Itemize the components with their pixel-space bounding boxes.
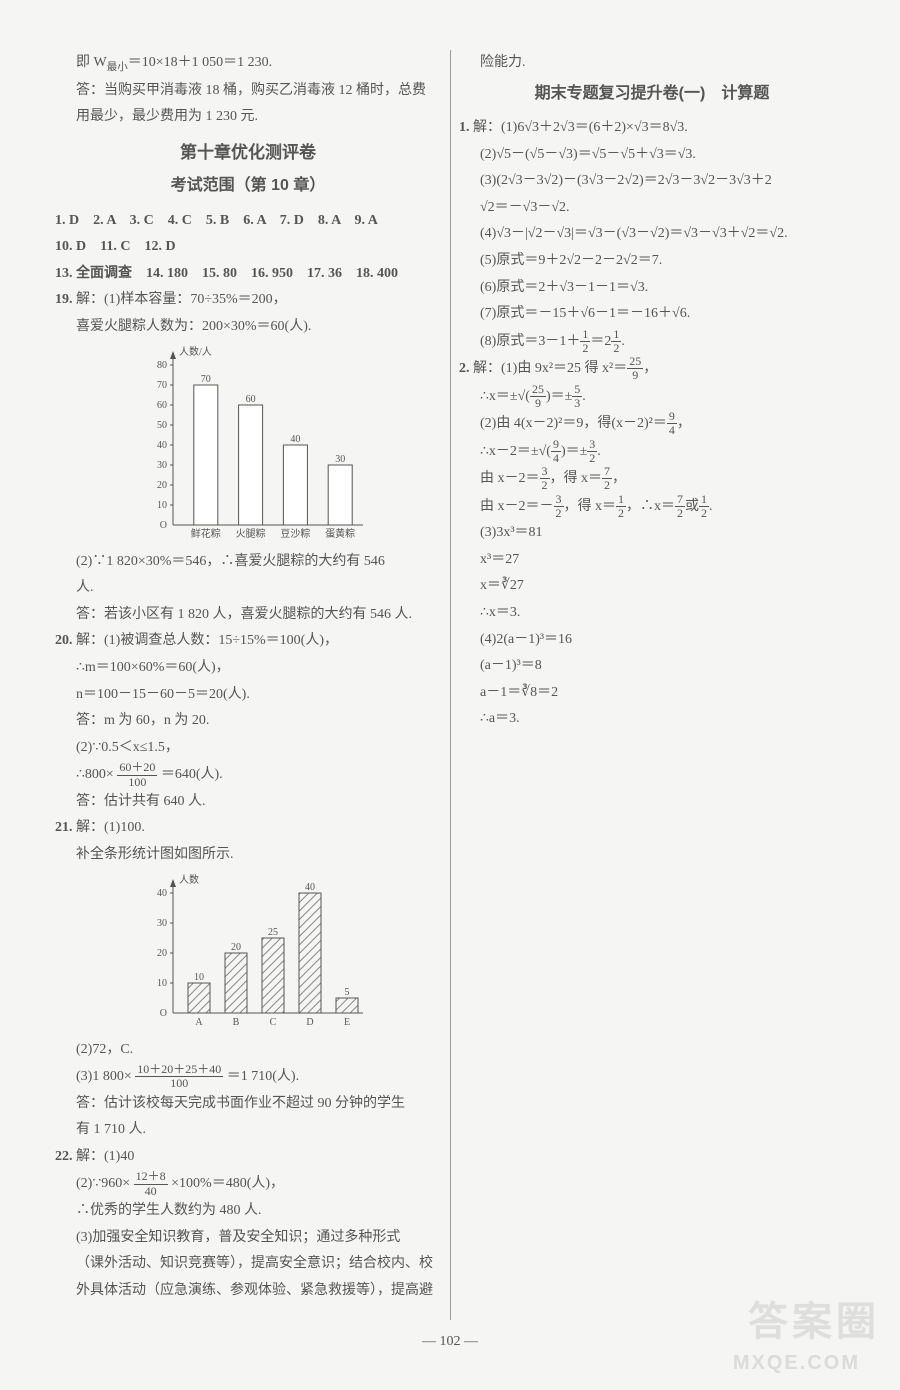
svg-text:鲜花粽: 鲜花粽 xyxy=(191,527,221,540)
q21-cont: 有 1 710 人. xyxy=(55,1117,441,1144)
svg-text:C: C xyxy=(270,1017,277,1028)
text-line: 用最少，最少费用为 1 230 元. xyxy=(55,104,441,131)
svg-text:蛋黄粽: 蛋黄粽 xyxy=(325,527,355,540)
q21-line: (2)72，C. xyxy=(55,1037,441,1064)
svg-text:人数/人: 人数/人 xyxy=(179,345,212,358)
q19-line: (2)∵1 820×30%＝546，∴喜爱火腿粽的大约有 546 xyxy=(55,549,441,576)
q19-line: 答：若该小区有 1 820 人，喜爱火腿粽的大约有 546 人. xyxy=(55,602,441,629)
scope-title: 考试范围（第 10 章） xyxy=(55,171,441,201)
r-q2-line: ∴x＝3. xyxy=(459,600,845,627)
svg-text:豆沙粽: 豆沙粽 xyxy=(280,527,310,540)
r-q2-head: 2. 解：(1)由 9x²＝25 得 x²＝259， xyxy=(459,355,845,383)
q21-line: (3)1 800× 10＋20＋25＋40100 ＝1 710(人). xyxy=(55,1063,441,1091)
r-q1-line: (2)√5－(√5－√3)＝√5－√5＋√3＝√3. xyxy=(459,142,845,169)
r-q1-line: (7)原式＝－15＋√6－1＝－16＋√6. xyxy=(459,301,845,328)
q21-head: 21. 解：(1)100. xyxy=(55,815,441,842)
r-q2-line: x＝∛27 xyxy=(459,573,845,600)
svg-text:40: 40 xyxy=(157,440,167,451)
svg-text:20: 20 xyxy=(231,942,241,953)
svg-text:E: E xyxy=(344,1017,350,1028)
svg-text:10: 10 xyxy=(157,500,167,511)
r-q1-line: (8)原式＝3－1＋12＝212. xyxy=(459,328,845,356)
q19-line: 喜爱火腿粽人数为：200×30%＝60(人). xyxy=(55,314,441,341)
svg-text:25: 25 xyxy=(268,927,278,938)
r-q1-line: (5)原式＝9＋2√2－2－2√2＝7. xyxy=(459,248,845,275)
r-q2-line: 由 x－2＝－32，得 x＝12，∴x＝72或12. xyxy=(459,493,845,521)
q22-line: 险能力. xyxy=(459,50,845,77)
watermark-url: MXQE.COM xyxy=(733,1344,860,1382)
q20-line: n＝100－15－60－5＝20(人). xyxy=(55,682,441,709)
svg-text:40: 40 xyxy=(290,434,300,445)
page-content: 即 W最小＝10×18＋1 050＝1 230. 答：当购买甲消毒液 18 桶，… xyxy=(55,50,845,1320)
r-q2-line: (a－1)³＝8 xyxy=(459,653,845,680)
svg-text:50: 50 xyxy=(157,420,167,431)
svg-text:60: 60 xyxy=(246,394,256,405)
r-q1-head: 1. 解：(1)6√3＋2√3＝(6＋2)×√3＝8√3. xyxy=(459,115,845,142)
r-q2-line: ∴a＝3. xyxy=(459,706,845,733)
q20-line: 答：估计共有 640 人. xyxy=(55,789,441,816)
svg-text:D: D xyxy=(306,1017,313,1028)
q20-line: (2)∵0.5＜x≤1.5， xyxy=(55,735,441,762)
chapter-title: 第十章优化测评卷 xyxy=(55,137,441,169)
r-q2-line: (3)3x³＝81 xyxy=(459,520,845,547)
svg-text:20: 20 xyxy=(157,948,167,959)
review-title: 期末专题复习提升卷(一) 计算题 xyxy=(459,79,845,109)
r-q2-line: (2)由 4(x－2)²＝9，得(x－2)²＝94， xyxy=(459,410,845,438)
svg-text:O: O xyxy=(160,520,167,531)
svg-text:30: 30 xyxy=(157,918,167,929)
r-q2-line: ∴x＝±√(259)＝±53. xyxy=(459,383,845,411)
q21-line: 答：估计该校每天完成书面作业不超过 90 分钟的学生 xyxy=(55,1091,441,1118)
svg-text:70: 70 xyxy=(201,374,211,385)
q22-line: (2)∵960× 12＋840 ×100%＝480(人)， xyxy=(55,1170,441,1198)
svg-text:10: 10 xyxy=(157,978,167,989)
mc-answers-1: 1. D 2. A 3. C 4. C 5. B 6. A 7. D 8. A … xyxy=(55,208,441,235)
q22-line: (3)加强安全知识教育，普及安全知识；通过多种形式 xyxy=(55,1225,441,1252)
svg-text:火腿粽: 火腿粽 xyxy=(236,527,266,540)
r-q2-line: 由 x－2＝32，得 x＝72， xyxy=(459,465,845,493)
q19-head: 19. 解：(1)样本容量：70÷35%＝200， xyxy=(55,287,441,314)
svg-text:30: 30 xyxy=(157,460,167,471)
r-q2-line: ∴x－2＝±√(94)＝±32. xyxy=(459,438,845,466)
r-q2-line: x³＝27 xyxy=(459,547,845,574)
fill-answers: 13. 全面调查 14. 180 15. 80 16. 950 17. 36 1… xyxy=(55,261,441,288)
svg-text:10: 10 xyxy=(194,972,204,983)
q22-line: 外具体活动（应急演练、参观体验、紧急救援等），提高避 xyxy=(55,1278,441,1305)
svg-text:A: A xyxy=(195,1017,203,1028)
r-q1-line: (3)(2√3－3√2)－(3√3－2√2)＝2√3－3√2－3√3＋2 xyxy=(459,168,845,195)
q21-line: 补全条形统计图如图所示. xyxy=(55,842,441,869)
svg-text:40: 40 xyxy=(157,888,167,899)
text-line: 即 W最小＝10×18＋1 050＝1 230. xyxy=(55,50,441,78)
q22-head: 22. 解：(1)40 xyxy=(55,1144,441,1171)
svg-text:20: 20 xyxy=(157,480,167,491)
q21-bar-chart: 人数组别10203040O10A20B25C40D5E xyxy=(55,873,441,1033)
r-q2-line: a－1＝∛8＝2 xyxy=(459,680,845,707)
q20-head: 20. 解：(1)被调查总人数：15÷15%＝100(人)， xyxy=(55,628,441,655)
q20-line: ∴m＝100×60%＝60(人)， xyxy=(55,655,441,682)
r-q1-line: √2＝－√3－√2. xyxy=(459,195,845,222)
svg-text:70: 70 xyxy=(157,380,167,391)
mc-answers-2: 10. D 11. C 12. D xyxy=(55,234,441,261)
r-q1-line: (4)√3－|√2－√3|＝√3－(√3－√2)＝√3－√3＋√2＝√2. xyxy=(459,221,845,248)
r-q1-line: (6)原式＝2＋√3－1－1＝√3. xyxy=(459,275,845,302)
text-line: 答：当购买甲消毒液 18 桶，购买乙消毒液 12 桶时，总费 xyxy=(55,78,441,105)
q20-line: ∴800× 60＋20100 ＝640(人). xyxy=(55,761,441,789)
svg-text:60: 60 xyxy=(157,400,167,411)
svg-text:O: O xyxy=(160,1008,167,1019)
q19-line: 人. xyxy=(55,575,441,602)
q22-line: （课外活动、知识竞赛等），提高安全意识；结合校内、校 xyxy=(55,1251,441,1278)
svg-text:5: 5 xyxy=(345,987,350,998)
r-q2-line: (4)2(a－1)³＝16 xyxy=(459,627,845,654)
svg-text:B: B xyxy=(233,1017,240,1028)
q22-line: ∴优秀的学生人数约为 480 人. xyxy=(55,1198,441,1225)
q19-bar-chart: 人数/人粽子品种1020304050607080O70鲜花粽60火腿粽40豆沙粽… xyxy=(55,345,441,545)
svg-text:人数: 人数 xyxy=(179,873,199,886)
svg-text:40: 40 xyxy=(305,882,315,893)
svg-text:30: 30 xyxy=(335,454,345,465)
q20-line: 答：m 为 60，n 为 20. xyxy=(55,708,441,735)
svg-text:80: 80 xyxy=(157,360,167,371)
